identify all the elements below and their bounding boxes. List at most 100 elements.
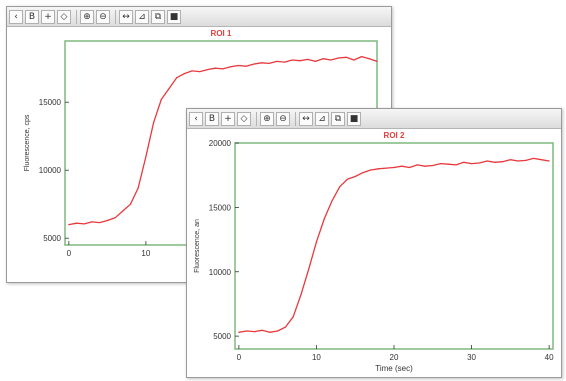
data-point bbox=[83, 223, 85, 225]
crosshair-icon[interactable]: + bbox=[221, 111, 235, 126]
bold-icon[interactable]: B bbox=[25, 9, 39, 24]
bold-icon[interactable]: B bbox=[205, 111, 219, 126]
y-axis-label: Fluorescence, cps bbox=[24, 114, 31, 171]
data-point bbox=[416, 164, 418, 166]
data-point bbox=[230, 66, 232, 68]
toolbar-separator bbox=[76, 9, 77, 24]
y-tick-label: 15000 bbox=[209, 203, 232, 212]
data-point bbox=[253, 331, 255, 333]
data-point bbox=[222, 68, 224, 70]
pan-icon[interactable]: ◇ bbox=[57, 9, 71, 24]
x-tick-label: 20 bbox=[390, 353, 399, 362]
chart-title: ROI 1 bbox=[211, 29, 232, 38]
data-point bbox=[370, 169, 372, 171]
data-point bbox=[501, 161, 504, 163]
data-point bbox=[283, 61, 286, 63]
data-point bbox=[368, 58, 370, 60]
data-point bbox=[277, 330, 279, 332]
data-point bbox=[152, 122, 155, 124]
x-tick-label: 40 bbox=[545, 353, 554, 362]
fit-icon[interactable]: ↔ bbox=[299, 111, 313, 126]
copy-icon[interactable]: ⧉ bbox=[151, 9, 165, 24]
zoom-out-icon[interactable]: ⊖ bbox=[96, 9, 110, 24]
x-tick-label: 0 bbox=[67, 249, 72, 258]
data-point bbox=[346, 178, 349, 180]
back-icon[interactable]: ‹ bbox=[9, 9, 23, 24]
data-point bbox=[308, 268, 310, 270]
save-icon[interactable]: ■ bbox=[167, 9, 181, 24]
save-icon[interactable]: ■ bbox=[347, 111, 361, 126]
data-point bbox=[307, 58, 309, 60]
data-point bbox=[323, 218, 325, 220]
data-point bbox=[299, 60, 301, 62]
data-point bbox=[75, 222, 78, 224]
data-point bbox=[540, 159, 542, 161]
data-point bbox=[99, 221, 101, 224]
data-point bbox=[548, 160, 550, 162]
toolbar: ‹ B + ◇ ⊕ ⊖ ↔ ⊿ ⧉ ■ bbox=[7, 7, 391, 27]
data-point bbox=[517, 160, 519, 162]
back-icon[interactable]: ‹ bbox=[189, 111, 203, 126]
copy-icon[interactable]: ⧉ bbox=[331, 111, 345, 126]
data-point bbox=[253, 63, 255, 65]
data-point bbox=[160, 98, 162, 101]
data-point bbox=[246, 330, 248, 332]
data-point bbox=[353, 59, 355, 61]
data-point bbox=[385, 167, 387, 169]
axes-icon[interactable]: ⊿ bbox=[135, 9, 149, 24]
data-point bbox=[315, 241, 318, 243]
data-point bbox=[525, 159, 527, 161]
x-axis-label: Time (sec) bbox=[375, 364, 413, 373]
x-tick-label: 0 bbox=[237, 353, 242, 362]
data-point bbox=[261, 329, 263, 331]
data-point bbox=[199, 71, 201, 73]
data-point bbox=[377, 168, 380, 170]
data-point bbox=[478, 162, 480, 164]
toolbar-separator bbox=[295, 111, 296, 126]
data-point bbox=[237, 64, 239, 67]
data-point bbox=[191, 70, 193, 72]
data-point bbox=[206, 68, 209, 71]
data-point bbox=[354, 175, 356, 178]
data-point bbox=[470, 163, 473, 165]
fit-icon[interactable]: ↔ bbox=[119, 9, 133, 24]
crosshair-icon[interactable]: + bbox=[41, 9, 55, 24]
data-point bbox=[214, 67, 216, 69]
data-point bbox=[424, 165, 426, 167]
y-tick-label: 5000 bbox=[43, 234, 61, 243]
data-point bbox=[238, 331, 240, 333]
data-point bbox=[314, 60, 316, 63]
data-point bbox=[331, 200, 333, 202]
toolbar-separator bbox=[115, 9, 116, 24]
y-tick-label: 10000 bbox=[209, 268, 232, 277]
x-tick-label: 10 bbox=[312, 353, 321, 362]
data-point bbox=[362, 172, 364, 174]
data-point bbox=[276, 60, 278, 63]
data-point bbox=[245, 65, 247, 67]
y-tick-label: 5000 bbox=[213, 332, 231, 341]
data-point bbox=[509, 159, 511, 161]
chart-title: ROI 2 bbox=[384, 131, 405, 140]
data-point bbox=[486, 160, 488, 162]
zoom-out-icon[interactable]: ⊖ bbox=[276, 111, 290, 126]
data-point bbox=[291, 59, 293, 61]
zoom-in-icon[interactable]: ⊕ bbox=[80, 9, 94, 24]
x-tick-label: 30 bbox=[467, 353, 476, 362]
x-tick-label: 10 bbox=[141, 249, 150, 258]
data-point bbox=[455, 164, 457, 166]
y-tick-label: 20000 bbox=[209, 139, 232, 148]
roi2-plot-window: ‹ B + ◇ ⊕ ⊖ ↔ ⊿ ⧉ ■ ROI 2 5000 10000 15000 2… bbox=[186, 108, 562, 378]
axes-icon[interactable]: ⊿ bbox=[315, 111, 329, 126]
data-point bbox=[260, 62, 263, 64]
data-point bbox=[439, 163, 442, 165]
y-tick-label: 15000 bbox=[39, 98, 62, 107]
data-point bbox=[68, 224, 70, 226]
data-point bbox=[360, 56, 363, 58]
zoom-in-icon[interactable]: ⊕ bbox=[260, 111, 274, 126]
data-point bbox=[145, 156, 147, 158]
data-point bbox=[269, 331, 271, 333]
data-point bbox=[330, 59, 332, 61]
pan-icon[interactable]: ◇ bbox=[237, 111, 251, 126]
data-point bbox=[183, 73, 186, 75]
data-point bbox=[376, 60, 378, 63]
